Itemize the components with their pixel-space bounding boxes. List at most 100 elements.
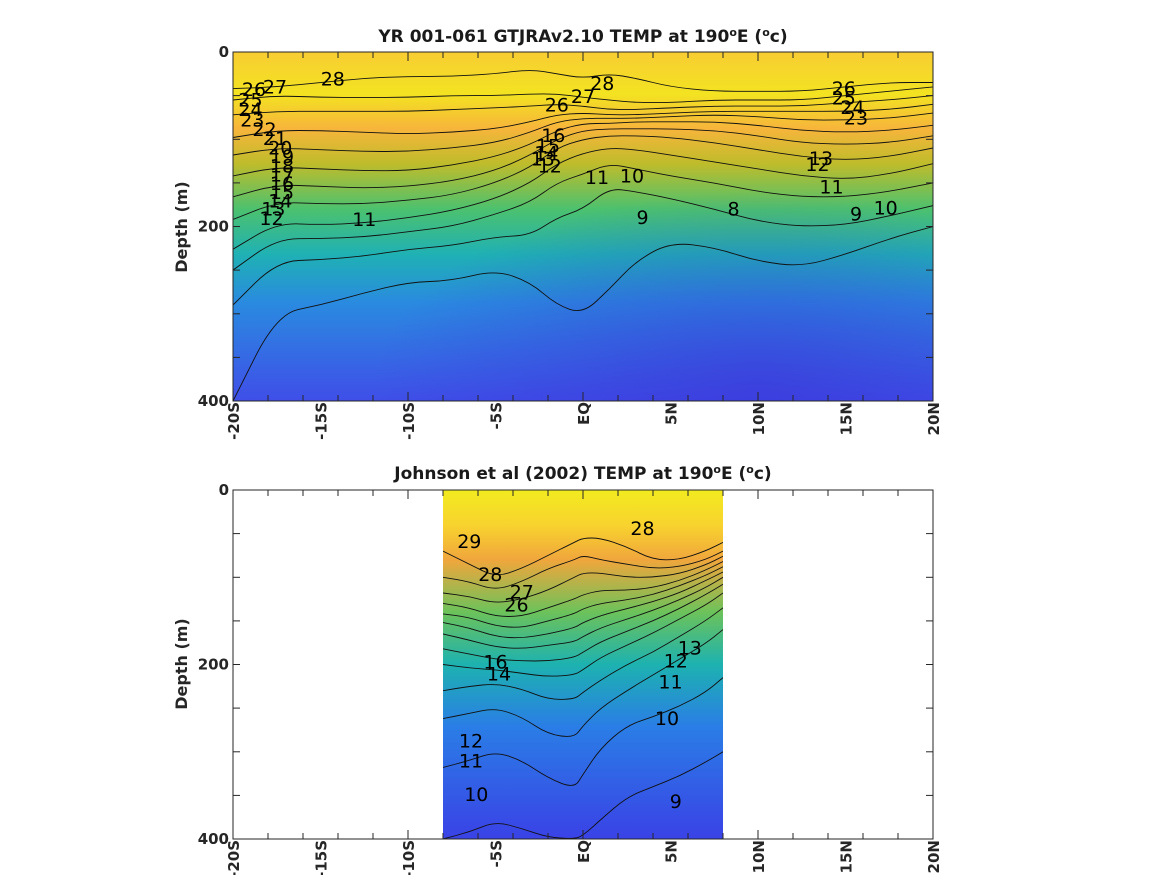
bottom-x-tick-label: 10N [750,840,768,873]
bottom-contour-label: 10 [655,708,679,730]
top-contour-28 [233,70,933,92]
top-y-tick-label: 200 [198,218,229,236]
top-x-axis: -20S -15S -10S -5S EQ 5N 10N 15N 20N [225,52,943,440]
top-contour-label: 11 [819,177,843,199]
bottom-heatmap-field [443,490,723,839]
bottom-contour-10 [443,677,723,786]
bottom-x-tick-label: -10S [400,840,418,875]
bottom-y-tick-label: 0 [219,481,229,499]
top-chart-title: YR 001-061 GTJRAv2.10 TEMP at 190oE (oc) [377,26,787,48]
bottom-x-tick-label: -5S [488,840,506,867]
bottom-contour-label: 12 [664,650,688,672]
bottom-contour-label: 28 [630,518,654,540]
top-contour-label: 26 [242,79,266,101]
top-x-tick-label: 10N [750,402,768,435]
top-contour-11 [233,164,933,271]
top-contour-label: 13 [531,149,555,171]
top-panel: YR 001-061 GTJRAv2.10 TEMP at 190oE (oc)… [172,26,943,440]
bottom-chart-title: Johnson et al (2002) TEMP at 190oE (oc) [393,463,771,485]
bottom-contour-lines [443,537,723,839]
top-y-axis: 0 200 400 [198,43,933,410]
bottom-contour-label: 26 [504,595,528,617]
top-contour-label: 27 [571,86,595,108]
top-contour-label: 23 [240,109,264,131]
top-y-tick-label: 0 [219,43,229,61]
bottom-panel: Johnson et al (2002) TEMP at 190oE (oc) … [172,463,943,875]
bottom-contour-label: 12 [459,731,483,753]
top-contour-label: 26 [545,95,569,117]
top-contour-label: 9 [850,204,862,226]
bottom-contour-16 [443,576,723,649]
bottom-contour-label: 29 [457,531,481,553]
top-x-tick-label: 5N [663,402,681,425]
bottom-contour-label: 13 [678,637,702,659]
top-contour-label: 10 [874,198,898,220]
top-x-tick-label: -15S [313,402,331,440]
bottom-contour-28 [443,537,723,576]
bottom-contour-label: 11 [459,751,483,773]
bottom-x-axis: -20S -15S -10S -5S EQ 5N 10N 15N 20N [225,490,943,875]
bottom-contour-27 [443,550,723,589]
bottom-x-tick-label: EQ [575,840,593,863]
bottom-x-tick-label: 5N [663,840,681,863]
bottom-contour-20 [443,566,723,628]
top-contour-9 [233,226,933,401]
bottom-contour-11 [443,629,723,737]
top-contour-22 [233,103,933,138]
top-x-tick-label: -20S [225,402,243,440]
top-contour-label: 15 [536,136,560,158]
top-contour-18 [233,121,933,177]
bottom-x-tick-label: -15S [313,840,331,875]
bottom-y-axis-label: Depth (m) [172,618,191,710]
top-contour-label: 18 [270,156,294,178]
bottom-x-tick-label: 20N [925,840,943,873]
top-x-tick-label: 15N [838,402,856,435]
top-contour-label: 24 [840,97,864,119]
bottom-contour-14 [443,583,723,662]
top-contour-label: 24 [238,99,262,121]
top-x-tick-label: 20N [925,402,943,435]
top-contour-label: 14 [534,143,558,165]
top-contour-label: 28 [590,73,614,95]
top-contour-label: 16 [270,173,294,195]
top-contour-16 [233,128,933,198]
bottom-x-tick-label: 15N [838,840,856,873]
bottom-contour-12 [443,607,723,700]
bottom-contour-9 [443,751,723,839]
top-contour-label: 12 [805,154,829,176]
top-contour-label: 27 [263,76,287,98]
top-contour-label: 9 [636,207,648,229]
bottom-contour-22 [443,561,723,617]
top-contour-label: 25 [832,88,856,110]
top-contour-label: 25 [238,89,262,111]
top-contour-label: 20 [268,137,292,159]
top-contour-label: 8 [727,198,739,220]
bottom-y-tick-label: 400 [198,830,229,848]
bottom-contour-label: 28 [478,564,502,586]
top-contour-label: 13 [261,198,285,220]
top-contour-label: 28 [321,68,345,90]
top-contour-27 [233,86,933,104]
bottom-contour-25 [443,555,723,603]
top-contour-label: 17 [270,164,294,186]
top-contour-label: 16 [541,125,565,147]
top-x-tick-label: -5S [488,402,506,429]
top-contour-25 [233,95,933,116]
bottom-contour-label: 11 [658,671,682,693]
bottom-contour-label: 16 [483,651,507,673]
top-contour-20 [233,112,933,156]
top-x-tick-label: -10S [400,402,418,440]
top-y-tick-label: 400 [198,392,229,410]
bottom-y-tick-label: 200 [198,656,229,674]
bottom-contour-label: 27 [510,582,534,604]
top-contour-label: 11 [352,209,376,231]
bottom-x-tick-label: -20S [225,840,243,875]
top-contour-label: 12 [259,208,283,230]
top-contour-12 [233,148,933,250]
top-contour-label: 21 [263,128,287,150]
top-contour-10 [233,189,933,306]
top-contour-label: 22 [252,119,276,141]
